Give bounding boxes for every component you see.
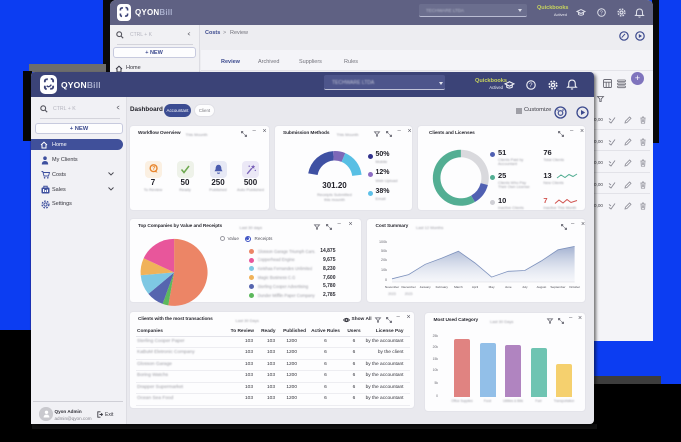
svg-text:?: ? — [600, 10, 603, 16]
svg-text:?: ? — [529, 82, 533, 89]
svg-text:?: ? — [152, 166, 156, 172]
